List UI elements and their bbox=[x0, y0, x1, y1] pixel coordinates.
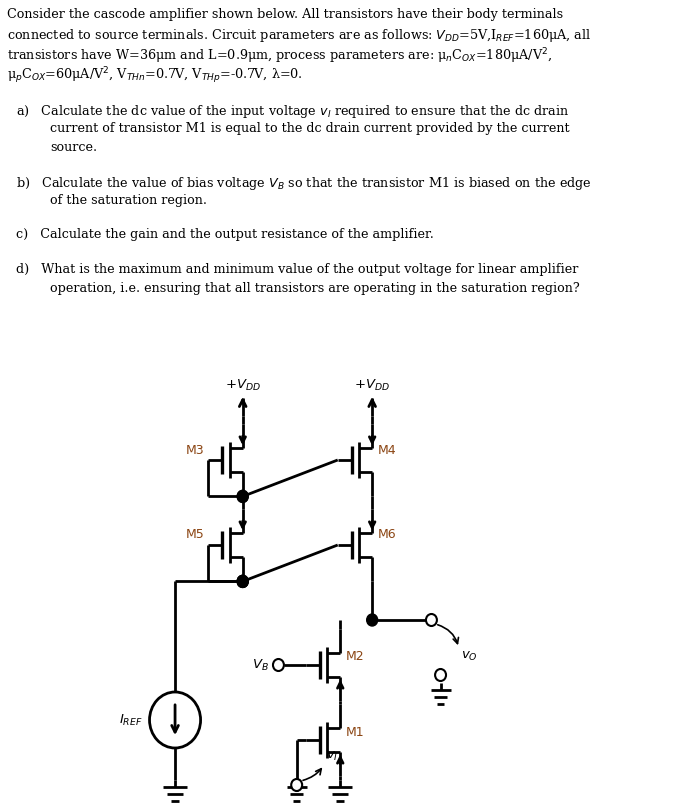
Circle shape bbox=[237, 490, 248, 503]
Text: M6: M6 bbox=[378, 528, 396, 541]
Circle shape bbox=[237, 575, 248, 587]
Circle shape bbox=[367, 614, 378, 626]
Circle shape bbox=[237, 490, 248, 503]
Text: $I_{REF}$: $I_{REF}$ bbox=[118, 713, 142, 727]
Text: transistors have W=36μm and L=0.9μm, process parameters are: μ$_n$C$_{OX}$=180μA: transistors have W=36μm and L=0.9μm, pro… bbox=[8, 46, 553, 65]
Text: μ$_p$C$_{OX}$=60μA/V$^2$, V$_{THn}$=0.7V, V$_{THp}$=-0.7V, λ=0.: μ$_p$C$_{OX}$=60μA/V$^2$, V$_{THn}$=0.7V… bbox=[8, 65, 303, 86]
Circle shape bbox=[273, 659, 284, 671]
Circle shape bbox=[426, 614, 437, 626]
Text: M1: M1 bbox=[345, 726, 365, 739]
Circle shape bbox=[237, 575, 248, 587]
Circle shape bbox=[237, 575, 248, 587]
Text: Consider the cascode amplifier shown below. All transistors have their body term: Consider the cascode amplifier shown bel… bbox=[8, 8, 564, 21]
Text: of the saturation region.: of the saturation region. bbox=[50, 194, 207, 207]
Text: $+V_{DD}$: $+V_{DD}$ bbox=[354, 378, 390, 393]
Text: operation, i.e. ensuring that all transistors are operating in the saturation re: operation, i.e. ensuring that all transi… bbox=[50, 282, 580, 295]
Text: connected to source terminals. Circuit parameters are as follows: $V_{DD}$=5V,I$: connected to source terminals. Circuit p… bbox=[8, 27, 592, 44]
Text: M4: M4 bbox=[378, 444, 396, 457]
Text: d)   What is the maximum and minimum value of the output voltage for linear ampl: d) What is the maximum and minimum value… bbox=[16, 263, 579, 276]
Text: $+V_{DD}$: $+V_{DD}$ bbox=[225, 378, 261, 393]
Text: $v_O$: $v_O$ bbox=[460, 650, 477, 663]
Text: M5: M5 bbox=[186, 528, 205, 541]
Text: $v_I$: $v_I$ bbox=[326, 750, 338, 763]
Text: M3: M3 bbox=[186, 444, 205, 457]
Text: b)   Calculate the value of bias voltage $V_B$ so that the transistor M1 is bias: b) Calculate the value of bias voltage $… bbox=[16, 175, 592, 192]
Text: c)   Calculate the gain and the output resistance of the amplifier.: c) Calculate the gain and the output res… bbox=[16, 229, 434, 242]
Circle shape bbox=[435, 669, 446, 681]
Text: $V_B$: $V_B$ bbox=[252, 658, 269, 672]
Text: source.: source. bbox=[50, 141, 97, 154]
Circle shape bbox=[291, 779, 302, 791]
Text: current of transistor M1 is equal to the dc drain current provided by the curren: current of transistor M1 is equal to the… bbox=[50, 122, 570, 135]
Text: M2: M2 bbox=[345, 650, 365, 663]
Text: a)   Calculate the dc value of the input voltage $v_I$ required to ensure that t: a) Calculate the dc value of the input v… bbox=[16, 103, 570, 120]
